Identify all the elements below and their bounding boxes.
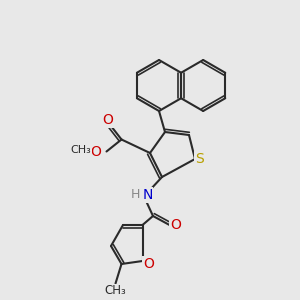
Text: O: O	[170, 218, 181, 232]
Text: S: S	[195, 152, 204, 166]
Text: N: N	[142, 188, 153, 202]
Text: CH₃: CH₃	[105, 284, 126, 298]
Text: CH₃: CH₃	[70, 145, 92, 155]
Text: O: O	[91, 145, 101, 158]
Text: O: O	[143, 257, 154, 271]
Text: H: H	[131, 188, 140, 202]
Text: O: O	[103, 113, 113, 127]
